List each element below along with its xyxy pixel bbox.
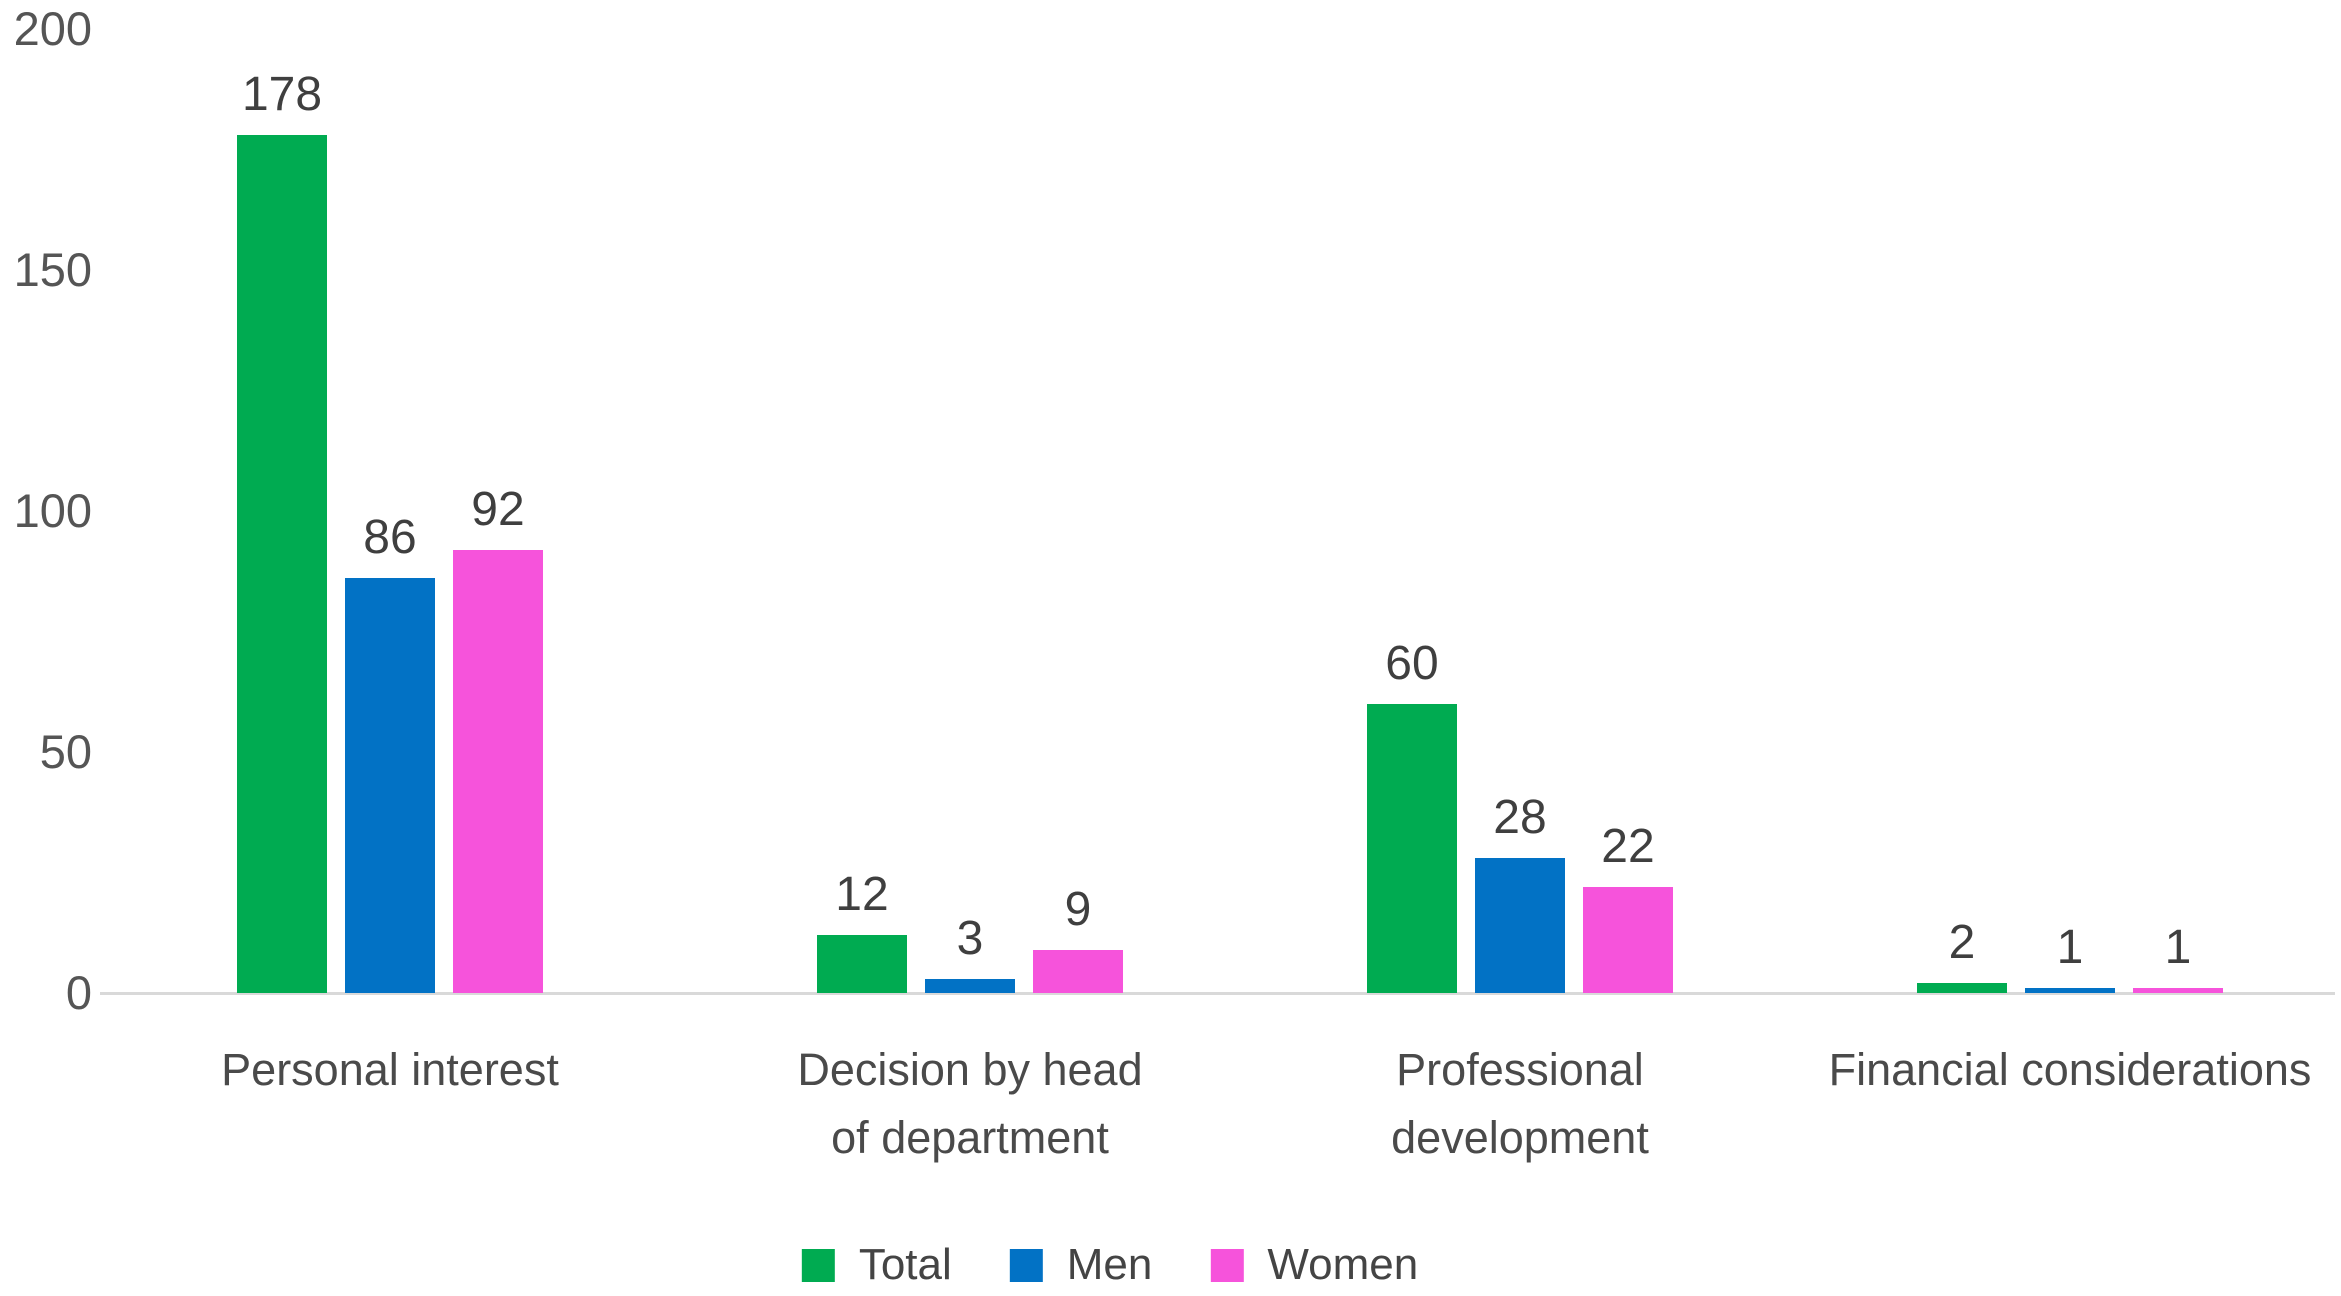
- bar-men-2: [1475, 858, 1565, 993]
- x-axis-line: [100, 992, 2335, 995]
- value-label: 178: [241, 68, 323, 121]
- y-axis-tick-label: 50: [39, 725, 92, 778]
- legend-marker-total-icon: [801, 1248, 835, 1282]
- legend-label: Women: [1267, 1240, 1419, 1289]
- y-axis-tick-label: 150: [13, 243, 92, 296]
- legend-marker-men-icon: [1009, 1248, 1043, 1282]
- category-label-0: Personal interest: [221, 1044, 559, 1095]
- legend-marker-women-icon: [1210, 1248, 1244, 1282]
- bar-women-0: [453, 550, 543, 993]
- legend-item-men: Men: [1009, 1240, 1153, 1290]
- category-label-2: Professional development: [1391, 1044, 1649, 1163]
- y-axis-tick-label: 0: [65, 966, 92, 1019]
- bar-total-0: [237, 135, 327, 993]
- category-label-3: Financial considerations: [1828, 1044, 2312, 1095]
- bar-total-3: [1917, 983, 2007, 993]
- bar-men-0: [345, 578, 435, 993]
- bar-men-3: [2025, 988, 2115, 993]
- value-label: 28: [1493, 791, 1547, 844]
- value-label: 60: [1385, 637, 1439, 690]
- value-label: 12: [835, 868, 889, 921]
- value-label: 3: [956, 912, 984, 965]
- value-label: 1: [2056, 921, 2084, 974]
- value-label: 86: [363, 511, 417, 564]
- bar-women-1: [1033, 950, 1123, 993]
- bar-women-2: [1583, 887, 1673, 993]
- y-axis-tick-label: 100: [13, 484, 92, 537]
- category-label-1: Decision by head of department: [797, 1044, 1143, 1163]
- bar-total-2: [1367, 704, 1457, 993]
- value-label: 22: [1601, 820, 1655, 873]
- legend-item-total: Total: [801, 1240, 952, 1290]
- legend: Total Men Women: [801, 1240, 1418, 1290]
- value-label: 9: [1064, 883, 1092, 936]
- legend-item-women: Women: [1210, 1240, 1418, 1290]
- y-axis-tick-label: 200: [13, 2, 92, 55]
- value-label: 92: [471, 483, 525, 536]
- bar-men-1: [925, 979, 1015, 993]
- value-label: 2: [1948, 916, 1976, 969]
- bar-women-3: [2133, 988, 2223, 993]
- value-label: 1: [2164, 921, 2192, 974]
- legend-label: Men: [1066, 1240, 1153, 1289]
- legend-label: Total: [858, 1240, 952, 1289]
- bar-total-1: [817, 935, 907, 993]
